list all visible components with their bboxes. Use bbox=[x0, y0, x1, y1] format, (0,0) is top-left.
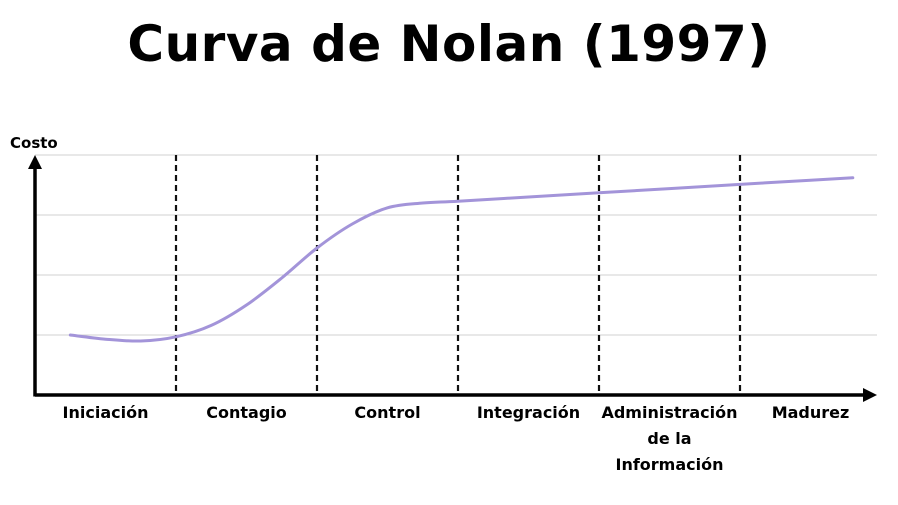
stage-label: Madurez bbox=[772, 403, 850, 422]
stage-label: Integración bbox=[477, 403, 580, 422]
y-axis-arrow bbox=[28, 155, 42, 169]
stage-label: Información bbox=[615, 455, 723, 474]
grid-lines bbox=[35, 154, 877, 336]
y-axis-label: Costo bbox=[10, 134, 58, 152]
stage-label: de la bbox=[647, 429, 691, 448]
stage-labels: Iniciación Contagio Control Integración Admi… bbox=[63, 403, 850, 474]
stage-label: Administración bbox=[601, 403, 737, 422]
series-line bbox=[68, 176, 855, 343]
curve bbox=[68, 176, 855, 343]
stage-label: Contagio bbox=[206, 403, 287, 422]
stage-dividers bbox=[174, 155, 742, 395]
stage-label: Control bbox=[354, 403, 420, 422]
chart-title: Curva de Nolan (1997) bbox=[127, 15, 771, 73]
x-axis-arrow bbox=[863, 388, 877, 402]
axes: Costo bbox=[10, 134, 877, 402]
stage-label: Iniciación bbox=[63, 403, 149, 422]
